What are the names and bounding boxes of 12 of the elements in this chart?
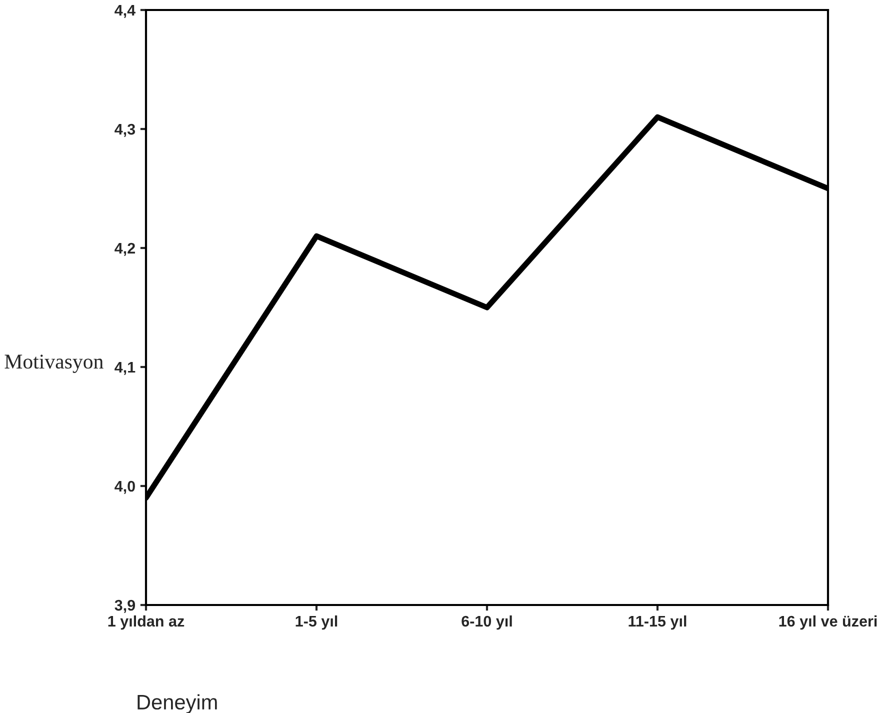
y-tick-label: 4,4 (114, 5, 136, 18)
x-tick-label: 11-15 yıl (628, 615, 686, 630)
x-tick-label: 6-10 yıl (462, 615, 512, 630)
x-tick-label: 1 yıldan az (108, 615, 184, 630)
y-tick-label: 4,0 (114, 480, 135, 494)
y-tick-label: 4,2 (114, 242, 135, 256)
y-tick-label: 4,3 (114, 124, 136, 137)
y-axis-title: Motivasyon (4, 354, 104, 373)
x-tick-label: 16 yıl ve üzeri (779, 615, 877, 630)
y-tick-label: 3,9 (114, 600, 136, 613)
x-tick-label: 1-5 yıl (296, 615, 338, 630)
y-tick-label: 4,1 (114, 362, 136, 375)
